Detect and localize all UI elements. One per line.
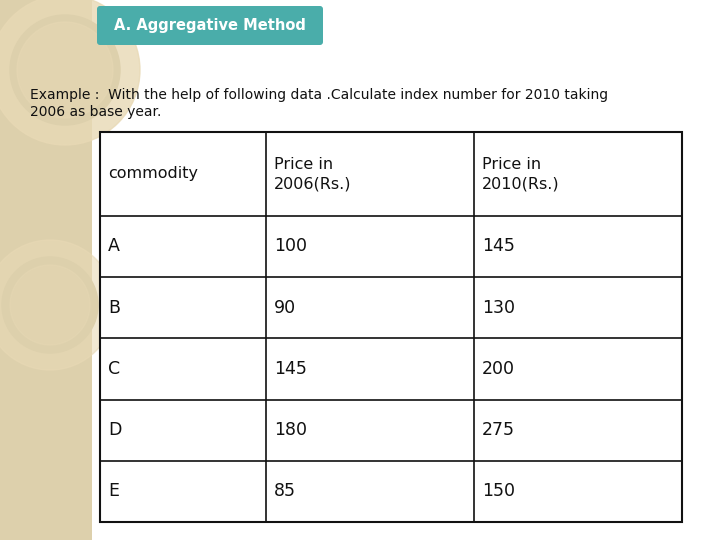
Text: 145: 145 <box>274 360 307 378</box>
Text: Price in
2006(Rs.): Price in 2006(Rs.) <box>274 157 351 191</box>
Text: 2006 as base year.: 2006 as base year. <box>30 105 161 119</box>
Circle shape <box>17 22 113 118</box>
Text: A: A <box>108 238 120 255</box>
Text: B: B <box>108 299 120 316</box>
Text: 150: 150 <box>482 482 516 501</box>
Text: 85: 85 <box>274 482 296 501</box>
FancyBboxPatch shape <box>97 6 323 45</box>
Bar <box>0 0 92 540</box>
Circle shape <box>10 15 120 125</box>
Text: 145: 145 <box>482 238 515 255</box>
Text: 90: 90 <box>274 299 296 316</box>
Circle shape <box>10 265 90 345</box>
Bar <box>100 132 682 522</box>
Text: 275: 275 <box>482 421 516 439</box>
Text: 180: 180 <box>274 421 307 439</box>
Text: commodity: commodity <box>108 166 198 181</box>
Text: C: C <box>108 360 120 378</box>
Circle shape <box>0 0 140 145</box>
Text: E: E <box>108 482 119 501</box>
Text: Price in
2010(Rs.): Price in 2010(Rs.) <box>482 157 560 191</box>
Text: 200: 200 <box>482 360 516 378</box>
Text: 130: 130 <box>482 299 516 316</box>
Text: 100: 100 <box>274 238 307 255</box>
Circle shape <box>0 240 115 370</box>
Text: A. Aggregative Method: A. Aggregative Method <box>114 18 306 33</box>
Text: Example :  With the help of following data .Calculate index number for 2010 taki: Example : With the help of following dat… <box>30 88 608 102</box>
Circle shape <box>2 257 98 353</box>
Text: D: D <box>108 421 122 439</box>
